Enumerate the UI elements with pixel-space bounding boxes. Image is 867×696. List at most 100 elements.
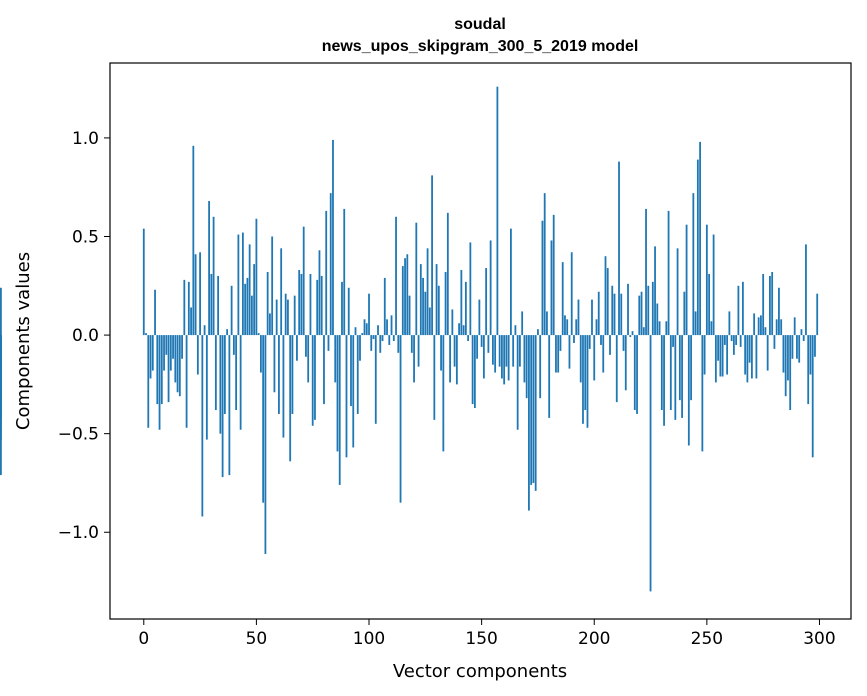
bar-103: [374, 335, 377, 424]
bar-243: [690, 335, 692, 401]
bar-226: [651, 281, 654, 336]
bar-299: [816, 293, 819, 336]
bar-69: [298, 270, 301, 336]
bar-135: [446, 212, 449, 336]
bar-72: [305, 335, 307, 357]
bar-80: [323, 335, 325, 405]
bar-242: [687, 335, 690, 446]
bar-262: [732, 335, 735, 355]
bar-91: [347, 287, 350, 336]
bar-74: [309, 273, 312, 336]
bar-223: [645, 208, 647, 336]
y-axis: −1.0 −0.5 0.0 0.5 1.0: [58, 129, 110, 543]
bar-86: [336, 335, 339, 452]
bar-222: [642, 327, 645, 336]
bar-123: [419, 264, 422, 336]
bar-234: [669, 335, 672, 411]
bar-175: [537, 329, 539, 336]
bar-124: [422, 277, 424, 336]
bar-255: [717, 335, 720, 361]
bar-231: [663, 335, 665, 426]
bar-173: [532, 335, 535, 483]
bar-249: [703, 335, 706, 375]
bar-230: [660, 335, 663, 411]
bar-94: [354, 327, 357, 336]
bar-266: [741, 281, 744, 336]
bar-23: [194, 254, 197, 336]
bar-207: [609, 335, 611, 355]
bar-221: [640, 291, 643, 336]
bar-233: [667, 210, 670, 336]
chart-subtitle: news_upos_skipgram_300_5_2019 model: [322, 38, 639, 55]
bar-55: [266, 271, 269, 336]
bar-125: [424, 291, 427, 336]
bar-250: [705, 224, 708, 336]
bar-77: [316, 279, 319, 336]
bar-100: [368, 293, 370, 336]
bar-261: [730, 335, 733, 341]
bar-4: [151, 335, 154, 371]
bar-31: [212, 216, 215, 336]
bar-278: [769, 275, 771, 336]
bar-147: [473, 335, 476, 409]
bar-191: [573, 335, 575, 343]
bar-122: [417, 335, 420, 367]
x-tick-label: 250: [691, 629, 723, 649]
bar-188: [566, 319, 569, 336]
bar-197: [586, 335, 589, 428]
bar-280: [773, 335, 776, 349]
bar-274: [760, 315, 762, 336]
bar-178: [543, 193, 546, 336]
bar-116: [404, 258, 406, 336]
bar-184: [557, 335, 560, 373]
bar-170: [525, 335, 528, 399]
bar-259: [726, 335, 729, 375]
bar-66: [291, 335, 294, 414]
bar-156: [494, 335, 497, 373]
bar-79: [320, 275, 323, 336]
bar-289: [793, 317, 796, 336]
bar-254: [714, 335, 717, 383]
bar-245: [694, 311, 697, 336]
bar-133: [442, 335, 445, 452]
bar-241: [685, 224, 688, 336]
x-tick-label: 300: [803, 629, 835, 649]
bar-38: [228, 335, 231, 476]
bar-64: [287, 299, 289, 336]
bar-132: [440, 335, 442, 371]
bar-26: [201, 335, 204, 517]
bar-293: [802, 335, 805, 341]
bar-35: [221, 335, 224, 478]
bar-34: [219, 335, 222, 434]
bar-58: [273, 335, 276, 393]
bar-244: [692, 193, 695, 336]
plot-frame: [109, 62, 852, 620]
x-axis-label: Vector components: [393, 661, 567, 682]
bar-undefined: [0, 335, 2, 418]
bar-232: [665, 321, 668, 336]
bar-105: [379, 335, 382, 353]
x-tick-label: 100: [353, 629, 385, 649]
bar-193: [577, 299, 580, 336]
bar-212: [620, 293, 623, 336]
bar-20: [187, 281, 190, 336]
bar-236: [674, 335, 677, 420]
bar-61: [280, 248, 283, 336]
bar-194: [579, 335, 582, 383]
bar-260: [728, 311, 731, 336]
bar-65: [289, 335, 292, 462]
bar-144: [467, 335, 470, 341]
bar-218: [633, 335, 636, 411]
bar-276: [764, 327, 767, 336]
bar-1: [145, 333, 147, 336]
bar-111: [392, 335, 395, 341]
bar-298: [814, 335, 816, 357]
bar-127: [428, 307, 431, 336]
bar-229: [658, 321, 661, 336]
y-tick-label: 1.0: [72, 129, 99, 149]
bar-92: [350, 335, 352, 407]
bar-96: [359, 335, 361, 361]
bar-88: [341, 281, 343, 336]
bar-270: [751, 335, 753, 379]
bar-285: [784, 335, 787, 397]
